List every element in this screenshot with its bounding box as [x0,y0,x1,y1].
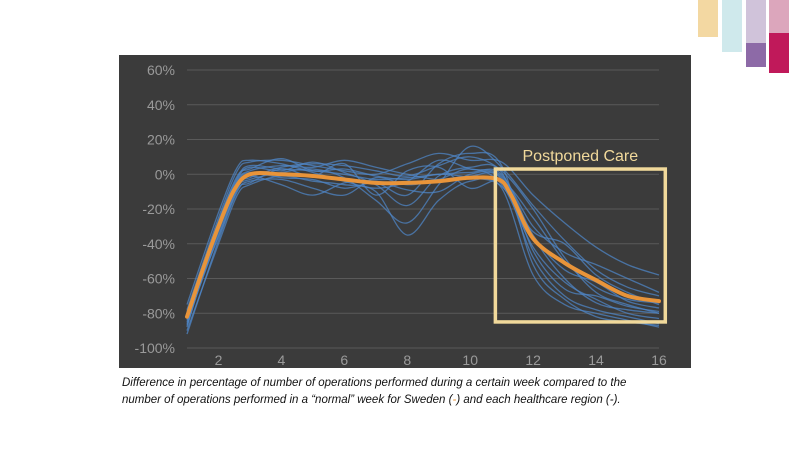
y-tick-label: 40% [147,97,175,113]
x-tick-label: 4 [278,352,286,368]
region-line [186,170,660,324]
decorative-bar-3 [746,0,766,43]
caption-line-2: number of operations performed in a “nor… [122,392,722,409]
region-line [186,151,660,327]
region-line [186,152,660,311]
decorative-bar-5 [769,0,789,33]
x-tick-label: 10 [462,352,478,368]
region-line [186,168,660,335]
decorative-bar-2 [722,0,742,52]
sweden-line [185,171,661,319]
sweden-legend-marker: - [452,394,457,406]
x-tick-label: 6 [340,352,348,368]
y-tick-label: -20% [142,201,175,217]
x-tick-label: 8 [403,352,411,368]
postponed-care-label: Postponed Care [523,148,639,165]
decorative-bar-4 [746,43,766,67]
postponed-care-box [493,167,668,324]
annotation-group: Postponed Care [493,148,668,324]
grid-lines [187,69,659,349]
y-tick-label: 20% [147,132,175,148]
y-tick-label: 60% [147,62,175,78]
chart-panel: 60% 40% 20% 0% -20% -40% -60% -80% -100% 2 4 6 8 10 1… [119,55,691,368]
region-line [186,175,660,331]
region-line [186,164,660,328]
y-axis-ticks: 60% 40% 20% 0% -20% -40% -60% -80% -100% [135,62,175,356]
sweden-line-group [185,171,661,319]
y-tick-label: -100% [135,340,175,356]
region-line [186,162,660,316]
region-line [186,159,660,325]
region-line [186,157,660,312]
line-chart: 60% 40% 20% 0% -20% -40% -60% -80% -100% 2 4 6 8 10 1… [135,62,668,368]
x-tick-label: 16 [651,352,667,368]
decorative-bar-6 [769,33,789,73]
decorative-bar-1 [698,0,718,37]
y-tick-label: -80% [142,305,175,321]
x-tick-label: 2 [215,352,223,368]
figure-caption: Difference in percentage of number of op… [122,375,722,409]
caption-line-1: Difference in percentage of number of op… [122,377,627,389]
x-axis-ticks: 2 4 6 8 10 12 14 16 [215,352,667,368]
caption-line-2-end: ) and each healthcare region (-). [456,394,621,406]
caption-line-2-start: number of operations performed in a “nor… [122,394,453,406]
y-tick-label: -40% [142,236,175,252]
y-tick-label: -60% [142,271,175,287]
y-tick-label: 0% [155,166,175,182]
x-tick-label: 12 [525,352,541,368]
x-tick-label: 14 [588,352,604,368]
region-line [186,145,660,323]
